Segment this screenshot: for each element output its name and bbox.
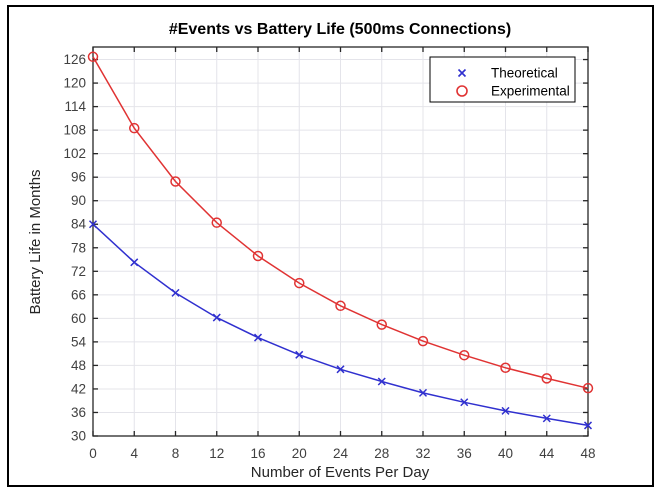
marker-circle-experimental: [252, 250, 264, 262]
tick-marks-layer: [92, 47, 589, 437]
x-tick-label: 20: [292, 446, 307, 461]
marker-circle-experimental: [211, 217, 222, 228]
marker-x-theoretical: [253, 333, 263, 342]
marker-x-theoretical: [295, 350, 304, 359]
marker-x-theoretical: [336, 365, 345, 374]
y-tick-label: 72: [71, 264, 86, 279]
marker-x-theoretical: [212, 313, 221, 322]
marker-x-theoretical: [377, 377, 386, 386]
y-tick-label: 48: [71, 358, 86, 373]
marker-x-theoretical: [418, 388, 428, 397]
marker-x-theoretical: [460, 398, 469, 407]
y-tick-label: 84: [71, 217, 87, 232]
x-tick-label: 8: [172, 446, 180, 461]
y-tick-label: 120: [63, 76, 86, 91]
y-tick-label: 30: [71, 429, 86, 444]
x-tick-label: 36: [457, 446, 472, 461]
y-tick-label: 90: [71, 193, 86, 208]
marker-circle-experimental: [87, 51, 99, 63]
y-tick-label: 54: [71, 334, 87, 349]
x-tick-label: 12: [209, 446, 224, 461]
legend-box: [429, 56, 576, 103]
y-tick-label: 114: [64, 99, 86, 114]
marker-circle-experimental: [376, 319, 387, 330]
y-tick-label: 36: [71, 405, 86, 420]
marker-circle-experimental: [129, 122, 140, 134]
y-axis-label: Battery Life in Months: [27, 169, 44, 314]
x-tick-label: 40: [498, 446, 513, 461]
x-tick-label: 28: [374, 446, 389, 461]
marker-circle-experimental: [541, 373, 552, 384]
chart-title: #Events vs Battery Life (500ms Connectio…: [169, 21, 511, 38]
marker-circle-experimental: [500, 362, 511, 374]
marker-x-theoretical: [583, 421, 593, 430]
x-tick-label: 32: [415, 446, 430, 461]
x-tick-label: 48: [580, 446, 595, 461]
marker-circle-experimental: [459, 349, 470, 361]
y-tick-label: 126: [63, 52, 86, 67]
marker-x-theoretical: [88, 220, 98, 229]
marker-circle-experimental: [335, 300, 346, 312]
marker-x-theoretical: [501, 406, 510, 415]
legend-marker-circle-icon: [456, 85, 468, 97]
x-axis-label: Number of Events Per Day: [251, 464, 430, 481]
legend: Theoretical Experimental: [429, 56, 576, 103]
x-tick-label: 16: [250, 446, 265, 461]
x-tick-label: 0: [89, 446, 97, 461]
x-tick-labels: 0 4 8 12 16 20 24 28 32 36 40 44 48: [89, 446, 595, 461]
x-tick-label: 4: [130, 446, 138, 461]
marker-x-theoretical: [130, 258, 139, 267]
y-tick-labels: 30 36 42 48 54 60 66 72 78 84 90 96 102 108 114 120 126: [63, 52, 86, 443]
y-tick-label: 102: [63, 146, 86, 161]
y-tick-label: 66: [71, 287, 86, 302]
marker-x-theoretical: [542, 414, 551, 423]
marker-circle-experimental: [417, 335, 429, 347]
x-tick-label: 24: [333, 446, 349, 461]
legend-label-theoretical: Theoretical: [491, 66, 558, 81]
marker-circle-experimental: [294, 277, 305, 289]
marker-x-theoretical: [171, 288, 180, 297]
series-layer: [87, 51, 594, 430]
legend-marker-x-icon: [457, 68, 467, 78]
marker-circle-experimental: [170, 176, 181, 187]
legend-label-experimental: Experimental: [491, 84, 570, 99]
marker-circle-experimental: [582, 382, 594, 394]
x-tick-label: 44: [539, 446, 555, 461]
series-line-experimental: [92, 56, 589, 389]
y-tick-label: 96: [71, 170, 86, 185]
y-tick-label: 60: [71, 311, 86, 326]
y-tick-label: 108: [63, 123, 86, 138]
y-tick-label: 78: [71, 240, 86, 255]
y-tick-label: 42: [71, 381, 86, 396]
